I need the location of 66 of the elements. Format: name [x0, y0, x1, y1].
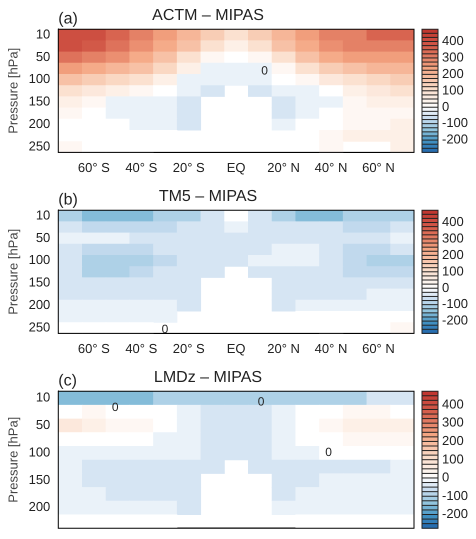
y-axis-title: Pressure [hPa] — [5, 228, 20, 315]
text: (a) — [58, 10, 78, 28]
y-tick-label: 10 — [36, 390, 50, 405]
color-bar-label: 300 — [442, 414, 464, 430]
y-tick-label: 100 — [28, 71, 50, 86]
y-tick-label: 10 — [36, 26, 50, 42]
y-tick-label: 100 — [28, 444, 50, 460]
color-bar-label: 400 — [442, 214, 464, 230]
color-bar-label: 100 — [442, 82, 464, 98]
y-tick-label: 50 — [36, 48, 50, 64]
color-bar-label: -100 — [442, 115, 468, 130]
color-bar-label: 0 — [442, 98, 450, 114]
y-tick-label: 150 — [28, 274, 50, 290]
color-bar-label: -100 — [442, 488, 468, 503]
annotation: 0 — [261, 63, 268, 78]
color-bar-label: 100 — [442, 451, 464, 466]
chart-title: ACTM – MIPAS — [152, 7, 264, 24]
y-tick-label: 250 — [28, 138, 50, 154]
x-tick-label: 40° N — [314, 160, 348, 175]
color-bar-label: 400 — [442, 33, 464, 48]
color-bar-label: 100 — [442, 263, 464, 278]
annotation: 0 — [112, 400, 119, 414]
chart-title: LMDz – MIPAS — [154, 369, 262, 386]
y-tick-label: 100 — [28, 252, 50, 268]
text: (b) — [58, 192, 78, 209]
color-bar-label: -200 — [442, 312, 468, 328]
y-tick-label: 250 — [28, 319, 50, 334]
x-tick-label: 60° N — [362, 160, 395, 175]
color-bar-label: 200 — [442, 246, 464, 262]
x-tick-label: 20° S — [172, 160, 206, 175]
color-bar-label: -200 — [442, 506, 468, 522]
x-tick-label: 60° N — [362, 340, 395, 356]
y-tick-label: 200 — [28, 296, 50, 312]
text: (c) — [58, 372, 77, 390]
color-bar-label: 400 — [442, 396, 464, 412]
y-tick-label: 150 — [28, 472, 50, 487]
y-tick-label: 150 — [28, 94, 50, 109]
x-tick-label: 60° S — [78, 160, 110, 175]
color-bar-label: 0 — [442, 280, 450, 295]
x-tick-label: 40° N — [314, 340, 348, 356]
y-tick-label: 200 — [28, 116, 50, 131]
color-bar-label: 0 — [442, 470, 450, 485]
color-bar-label: 200 — [442, 433, 464, 448]
y-tick-label: 200 — [28, 499, 50, 514]
x-tick-label: 60° S — [78, 340, 110, 356]
color-bar-label: -100 — [442, 296, 468, 312]
y-axis-title: Pressure [hPa] — [5, 416, 20, 503]
color-bar-label: 300 — [442, 50, 464, 65]
y-tick-label: 50 — [36, 230, 50, 245]
x-tick-label: 20° N — [267, 160, 300, 175]
y-axis-title: Pressure [hPa] — [5, 48, 20, 134]
x-tick-label: 40° S — [125, 160, 158, 175]
annotation: 0 — [325, 445, 332, 460]
x-tick-label: EQ — [226, 160, 246, 175]
x-tick-label: 20° N — [267, 340, 300, 356]
y-tick-label: 50 — [36, 417, 50, 432]
color-bar-label: 200 — [442, 66, 464, 81]
x-tick-label: 20° S — [172, 340, 206, 356]
chart-title: TM5 – MIPAS — [158, 188, 258, 206]
annotation: 0 — [258, 394, 265, 408]
x-tick-label: 40° S — [125, 340, 158, 356]
x-tick-label: EQ — [226, 340, 246, 356]
color-bar-label: 300 — [442, 230, 464, 246]
y-tick-label: 10 — [36, 207, 50, 222]
color-bar-label: -200 — [442, 132, 468, 147]
annotation: 0 — [162, 322, 169, 336]
